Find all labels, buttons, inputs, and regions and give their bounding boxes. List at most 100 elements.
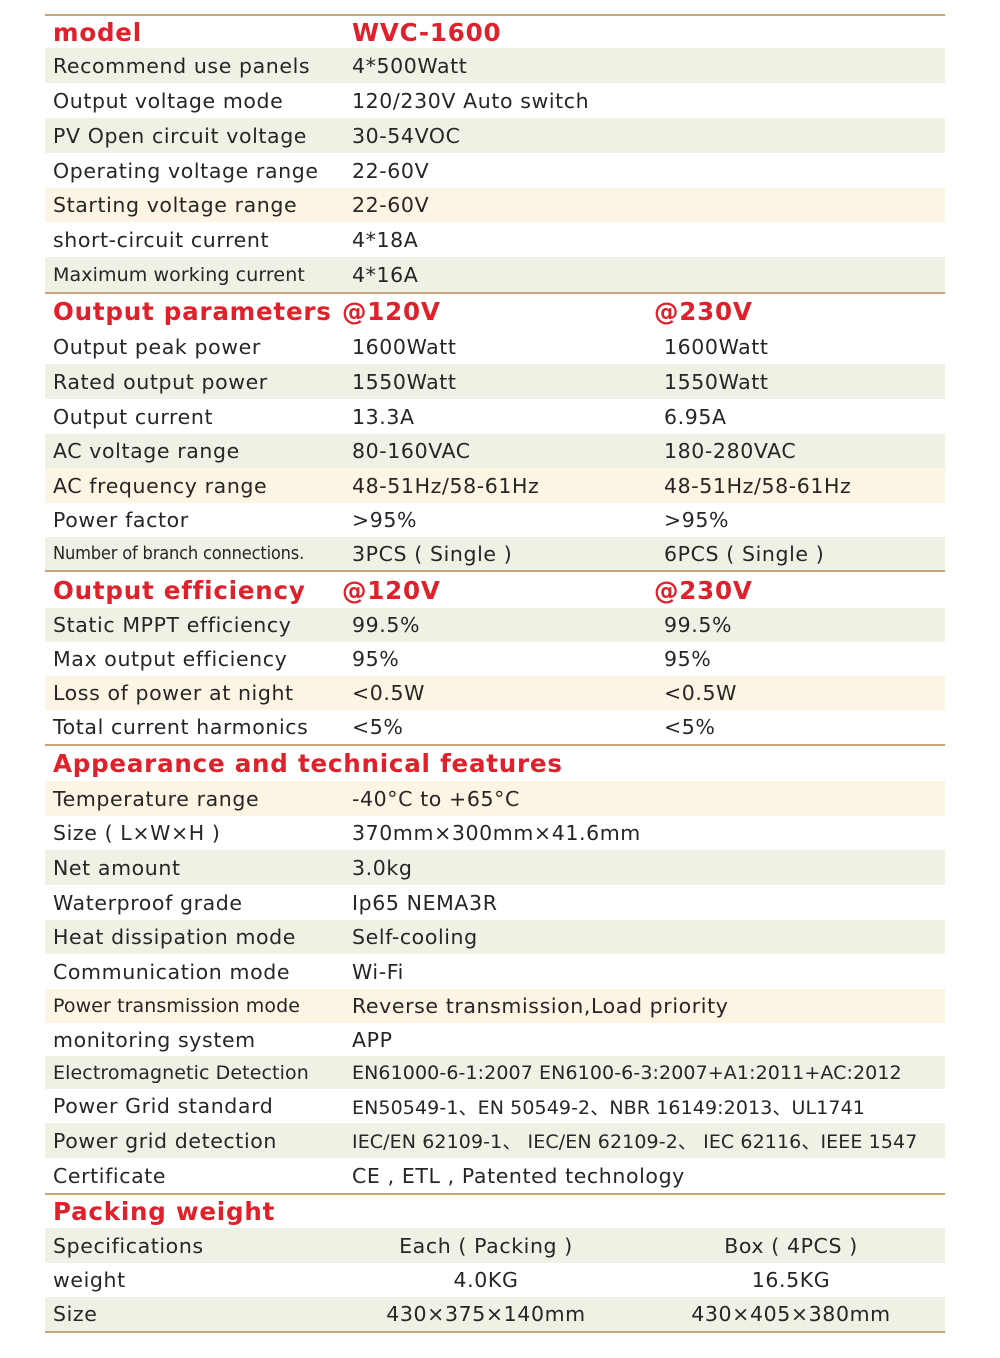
spec-value: 4*500Watt bbox=[352, 48, 652, 83]
column-header-230v: @230V bbox=[654, 294, 753, 329]
spec-row: Size 430×375×140mm 430×405×380mm bbox=[45, 1297, 945, 1331]
model-header-value: WVC-1600 bbox=[352, 16, 652, 48]
spec-label: monitoring system bbox=[53, 1023, 333, 1056]
spec-value: 370mm×300mm×41.6mm bbox=[352, 816, 942, 850]
spec-label: Power Grid standard bbox=[53, 1089, 333, 1123]
spec-row: Net amount 3.0kg bbox=[45, 850, 945, 885]
spec-value: 120/230V Auto switch bbox=[352, 83, 652, 118]
spec-row: Size ( L×W×H ) 370mm×300mm×41.6mm bbox=[45, 816, 945, 850]
model-header-label: model bbox=[53, 16, 333, 48]
column-header-120v: @120V bbox=[342, 572, 441, 608]
value-120v: <0.5W bbox=[352, 676, 652, 710]
value-120v: >95% bbox=[352, 503, 652, 537]
spec-label: Net amount bbox=[53, 850, 333, 885]
value-230v: 1550Watt bbox=[664, 364, 944, 399]
spec-value: EN61000-6-1:2007 EN6100-6-3:2007+A1:2011… bbox=[352, 1056, 942, 1089]
spec-label: Output current bbox=[53, 399, 333, 434]
spec-label: Size bbox=[53, 1297, 333, 1331]
section-title: Appearance and technical features bbox=[53, 746, 653, 781]
spec-row: Heat dissipation mode Self-cooling bbox=[45, 920, 945, 954]
spec-label: Recommend use panels bbox=[53, 48, 333, 83]
spec-row: Electromagnetic Detection EN61000-6-1:20… bbox=[45, 1056, 945, 1089]
value-120v: 48-51Hz/58-61Hz bbox=[352, 468, 652, 503]
spec-label: Communication mode bbox=[53, 954, 333, 989]
spec-value: Ip65 NEMA3R bbox=[352, 885, 942, 920]
value-120v: 95% bbox=[352, 642, 652, 676]
spec-label: Specifications bbox=[53, 1228, 333, 1263]
spec-row: Loss of power at night <0.5W <0.5W bbox=[45, 676, 945, 710]
spec-row: Output voltage mode 120/230V Auto switch bbox=[45, 83, 945, 118]
spec-value: Wi-Fi bbox=[352, 954, 942, 989]
spec-row: Starting voltage range 22-60V bbox=[45, 188, 945, 222]
value-120v: 80-160VAC bbox=[352, 434, 652, 468]
spec-label: AC voltage range bbox=[53, 434, 333, 468]
section-title: Output efficiency bbox=[53, 572, 333, 608]
spec-label: Loss of power at night bbox=[53, 676, 333, 710]
value-box: Box ( 4PCS ) bbox=[637, 1228, 945, 1263]
spec-label: Static MPPT efficiency bbox=[53, 608, 333, 642]
spec-value: Reverse transmission,Load priority bbox=[352, 989, 942, 1023]
spec-row: Power Grid standard EN50549-1、EN 50549-2… bbox=[45, 1089, 945, 1123]
value-120v: 99.5% bbox=[352, 608, 652, 642]
spec-row: Power transmission mode Reverse transmis… bbox=[45, 989, 945, 1023]
value-120v: <5% bbox=[352, 710, 652, 744]
spec-row: Certificate CE , ETL , Patented technolo… bbox=[45, 1158, 945, 1193]
spec-row: Communication mode Wi-Fi bbox=[45, 954, 945, 989]
output-parameters-header-row: Output parameters @120V @230V bbox=[45, 294, 945, 329]
spec-value: 22-60V bbox=[352, 188, 652, 222]
spec-label: Rated output power bbox=[53, 364, 333, 399]
spec-value: Self-cooling bbox=[352, 920, 942, 954]
divider-bottom bbox=[45, 1331, 945, 1333]
spec-row: monitoring system APP bbox=[45, 1023, 945, 1056]
spec-row: Power factor >95% >95% bbox=[45, 503, 945, 537]
spec-value: 22-60V bbox=[352, 153, 652, 188]
spec-value: 4*16A bbox=[352, 257, 652, 292]
value-230v: 6PCS ( Single ) bbox=[664, 537, 944, 570]
spec-row: Recommend use panels 4*500Watt bbox=[45, 48, 945, 83]
spec-label: Max output efficiency bbox=[53, 642, 333, 676]
spec-value: IEC/EN 62109-1、 IEC/EN 62109-2、 IEC 6211… bbox=[352, 1123, 942, 1158]
spec-value: -40°C to +65°C bbox=[352, 781, 942, 816]
value-230v: 1600Watt bbox=[664, 329, 944, 364]
spec-label: Size ( L×W×H ) bbox=[53, 816, 333, 850]
model-header-row: model WVC-1600 bbox=[45, 16, 945, 48]
spec-label: Operating voltage range bbox=[53, 153, 333, 188]
value-120v: 1600Watt bbox=[352, 329, 652, 364]
spec-value: APP bbox=[352, 1023, 942, 1056]
spec-row: weight 4.0KG 16.5KG bbox=[45, 1263, 945, 1297]
spec-row: Number of branch connections. 3PCS ( Sin… bbox=[45, 537, 945, 570]
spec-row: AC voltage range 80-160VAC 180-280VAC bbox=[45, 434, 945, 468]
spec-label: Maximum working current bbox=[53, 257, 333, 292]
spec-label: Number of branch connections. bbox=[53, 537, 313, 570]
spec-value: 30-54VOC bbox=[352, 118, 652, 153]
spec-label: weight bbox=[53, 1263, 333, 1297]
spec-label: Power grid detection bbox=[53, 1123, 333, 1158]
value-120v: 13.3A bbox=[352, 399, 652, 434]
spec-label: AC frequency range bbox=[53, 468, 333, 503]
spec-row: Temperature range -40°C to +65°C bbox=[45, 781, 945, 816]
spec-row: Output peak power 1600Watt 1600Watt bbox=[45, 329, 945, 364]
value-230v: <5% bbox=[664, 710, 944, 744]
value-230v: 6.95A bbox=[664, 399, 944, 434]
spec-row: Output current 13.3A 6.95A bbox=[45, 399, 945, 434]
value-230v: >95% bbox=[664, 503, 944, 537]
spec-label: Power transmission mode bbox=[53, 989, 333, 1023]
value-each: 430×375×140mm bbox=[335, 1297, 637, 1331]
spec-row: Operating voltage range 22-60V bbox=[45, 153, 945, 188]
spec-row: PV Open circuit voltage 30-54VOC bbox=[45, 118, 945, 153]
spec-label: Total current harmonics bbox=[53, 710, 333, 744]
spec-row: Max output efficiency 95% 95% bbox=[45, 642, 945, 676]
spec-label: Output voltage mode bbox=[53, 83, 333, 118]
value-230v: 95% bbox=[664, 642, 944, 676]
value-each: 4.0KG bbox=[335, 1263, 637, 1297]
spec-row: short-circuit current 4*18A bbox=[45, 222, 945, 257]
value-each: Each ( Packing ) bbox=[335, 1228, 637, 1263]
column-header-230v: @230V bbox=[654, 572, 753, 608]
spec-label: PV Open circuit voltage bbox=[53, 118, 333, 153]
value-230v: <0.5W bbox=[664, 676, 944, 710]
spec-label: Waterproof grade bbox=[53, 885, 333, 920]
spec-value: CE , ETL , Patented technology bbox=[352, 1158, 942, 1193]
spec-row: AC frequency range 48-51Hz/58-61Hz 48-51… bbox=[45, 468, 945, 503]
spec-row: Power grid detection IEC/EN 62109-1、 IEC… bbox=[45, 1123, 945, 1158]
appearance-header-row: Appearance and technical features bbox=[45, 746, 945, 781]
